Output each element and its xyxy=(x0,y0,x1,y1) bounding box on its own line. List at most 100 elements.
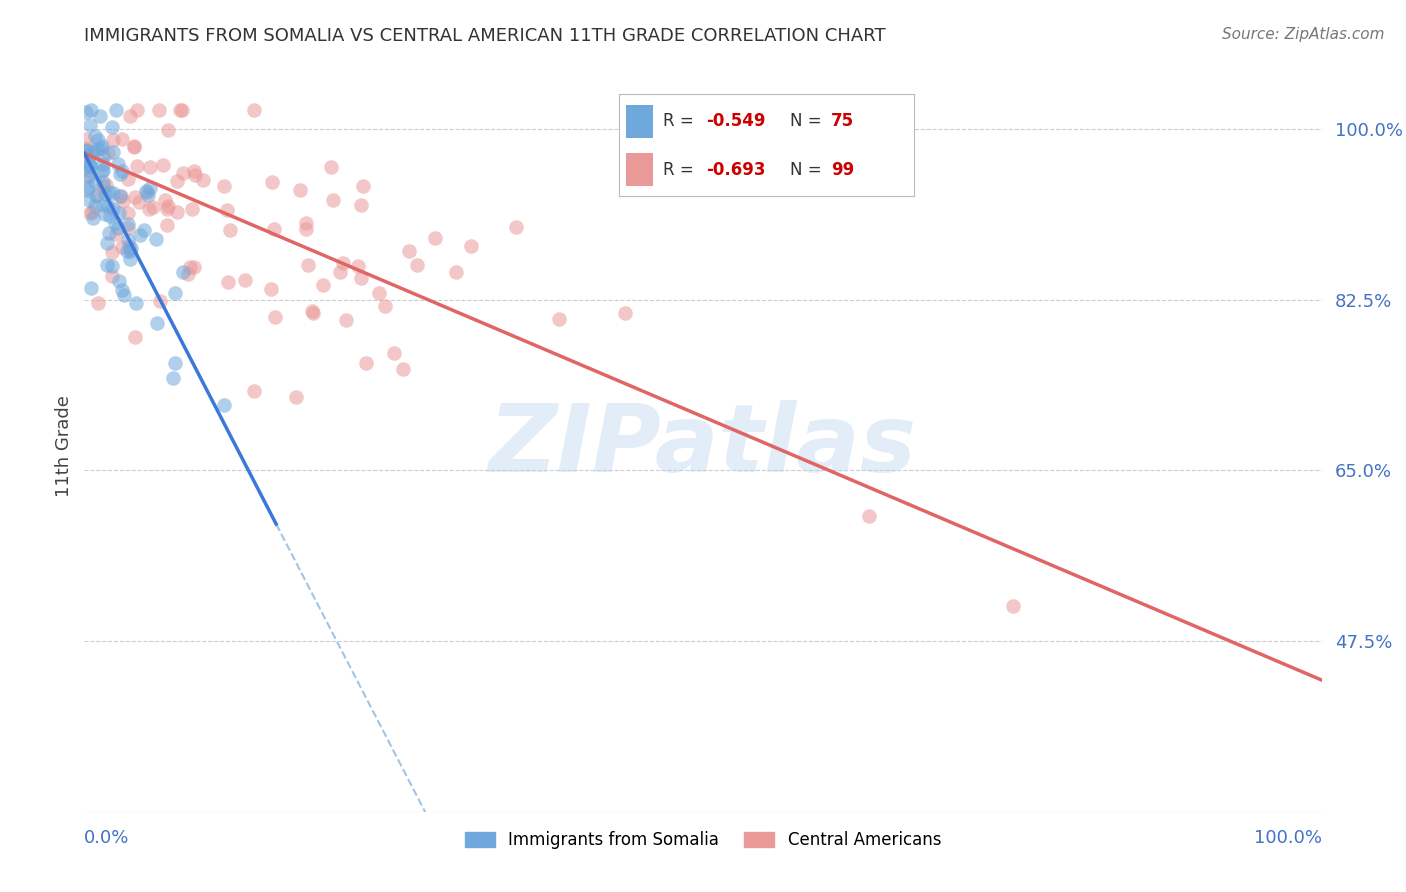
Point xyxy=(86,142,108,156)
Point xyxy=(138,161,160,175)
Point xyxy=(118,244,141,259)
Point xyxy=(117,233,139,247)
Point xyxy=(77,169,100,184)
Text: -0.693: -0.693 xyxy=(706,161,765,178)
Point xyxy=(217,275,239,289)
Text: IMMIGRANTS FROM SOMALIA VS CENTRAL AMERICAN 11TH GRADE CORRELATION CHART: IMMIGRANTS FROM SOMALIA VS CENTRAL AMERI… xyxy=(84,27,886,45)
Point xyxy=(127,159,149,173)
Point xyxy=(311,278,333,293)
Point xyxy=(111,283,134,297)
Point xyxy=(122,139,145,153)
Point xyxy=(84,128,107,143)
Point xyxy=(76,162,98,177)
Point xyxy=(166,174,188,188)
Point xyxy=(104,217,127,231)
Point xyxy=(319,160,342,174)
Point xyxy=(129,227,152,242)
Point xyxy=(142,200,165,214)
Point xyxy=(79,159,101,173)
Text: 75: 75 xyxy=(831,112,855,130)
Y-axis label: 11th Grade: 11th Grade xyxy=(55,395,73,497)
Point xyxy=(184,168,207,182)
Point xyxy=(177,268,200,282)
Point xyxy=(80,281,103,295)
Point xyxy=(117,221,139,235)
Point xyxy=(77,179,100,194)
Point xyxy=(156,202,179,217)
Point xyxy=(152,158,174,172)
Point xyxy=(101,120,124,135)
Point xyxy=(505,219,527,234)
Point xyxy=(156,123,179,137)
Point xyxy=(94,207,117,221)
Point xyxy=(75,132,97,146)
Point xyxy=(162,370,184,384)
Point xyxy=(356,356,378,370)
Point xyxy=(548,312,571,326)
Point xyxy=(79,158,101,172)
Text: R =: R = xyxy=(664,161,699,178)
Point xyxy=(117,172,139,186)
Point xyxy=(179,260,201,274)
Point xyxy=(90,139,112,153)
Point xyxy=(103,202,125,217)
Point xyxy=(145,232,167,246)
Point xyxy=(260,282,283,296)
Point xyxy=(858,508,880,523)
Text: 0.0%: 0.0% xyxy=(84,830,129,847)
Point xyxy=(79,118,101,132)
Point xyxy=(96,178,118,192)
Point xyxy=(288,183,311,197)
Legend: Immigrants from Somalia, Central Americans: Immigrants from Somalia, Central America… xyxy=(458,825,948,856)
Point xyxy=(107,156,129,170)
Point xyxy=(86,133,108,147)
Point xyxy=(112,288,135,302)
Point xyxy=(90,163,112,178)
Point xyxy=(260,175,283,189)
Point xyxy=(97,146,120,161)
Point xyxy=(391,361,413,376)
Point xyxy=(128,195,150,210)
Point xyxy=(212,399,235,413)
Point xyxy=(91,198,114,212)
Point xyxy=(329,265,352,279)
Point xyxy=(124,330,146,344)
Point xyxy=(111,164,134,178)
Point xyxy=(84,189,107,203)
Point xyxy=(124,190,146,204)
Point xyxy=(285,390,308,404)
Point xyxy=(98,185,121,199)
Point xyxy=(101,133,124,147)
Point xyxy=(105,103,128,117)
Text: 99: 99 xyxy=(831,161,855,178)
Point xyxy=(80,146,103,161)
Point xyxy=(98,210,121,224)
Point xyxy=(91,156,114,170)
Point xyxy=(91,163,114,178)
Point xyxy=(135,184,157,198)
Point xyxy=(111,132,134,146)
Point xyxy=(214,179,236,194)
Point xyxy=(136,185,159,199)
Point xyxy=(76,183,98,197)
Point xyxy=(156,219,179,233)
Point xyxy=(172,103,194,117)
Point xyxy=(75,105,97,120)
Point xyxy=(1002,599,1025,613)
Point xyxy=(263,222,285,236)
Point xyxy=(264,310,287,324)
Point xyxy=(77,150,100,164)
Point xyxy=(367,286,389,301)
Point xyxy=(76,169,98,184)
Point xyxy=(112,194,135,209)
Point xyxy=(118,252,141,267)
Point xyxy=(148,103,170,117)
Point xyxy=(110,189,132,203)
Point xyxy=(108,273,131,287)
Point xyxy=(118,238,141,252)
Point xyxy=(153,193,176,207)
Point xyxy=(460,238,482,252)
Point xyxy=(79,158,101,172)
Point xyxy=(423,231,446,245)
Point xyxy=(93,175,115,189)
